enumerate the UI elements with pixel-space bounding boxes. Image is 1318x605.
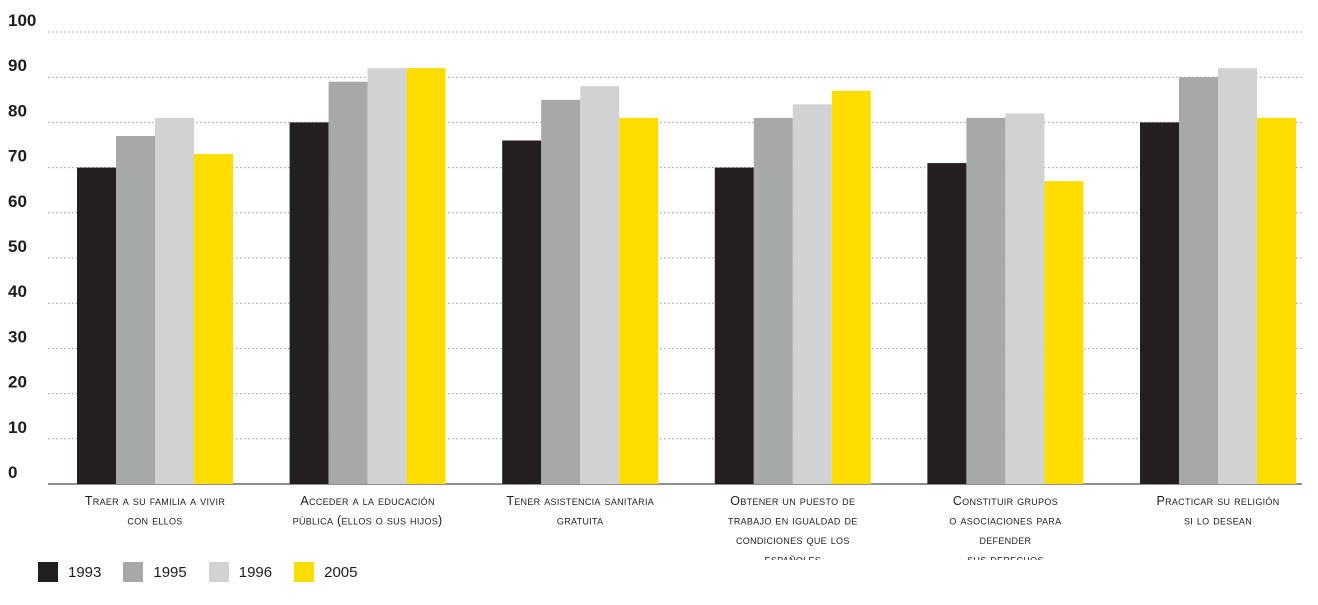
bar-1996-cat6 xyxy=(1218,68,1257,484)
y-tick-label: 20 xyxy=(8,373,27,392)
y-tick-label: 40 xyxy=(8,282,27,301)
bar-2005-cat5 xyxy=(1044,181,1084,484)
bar-1993-cat3 xyxy=(502,140,542,485)
bar-1993-cat5 xyxy=(927,163,967,484)
legend-label: 1993 xyxy=(68,563,102,581)
legend-label: 2005 xyxy=(324,563,358,581)
bar-1993-cat4 xyxy=(714,167,754,484)
y-tick-label: 100 xyxy=(8,11,36,30)
category-label-line: con ellos xyxy=(127,514,182,528)
bar-1993-cat1 xyxy=(77,167,116,484)
bar-1996-cat2 xyxy=(367,68,407,484)
category-label-line: Tener asistencia sanitaria xyxy=(506,494,654,508)
legend-item: 1993 xyxy=(38,562,101,582)
y-tick-label: 10 xyxy=(8,418,27,437)
category-label-line: defender xyxy=(979,533,1031,547)
category-label-line: gratuita xyxy=(557,514,604,528)
bar-1996-cat5 xyxy=(1005,113,1045,485)
bar-1993-cat6 xyxy=(1140,122,1179,485)
legend-swatch xyxy=(38,562,58,582)
category-label-line: o asociaciones para xyxy=(949,514,1061,528)
legend-item: 1996 xyxy=(208,562,273,582)
legend-item: 2005 xyxy=(294,562,358,582)
bar-2005-cat3 xyxy=(619,117,659,484)
bar-1995-cat3 xyxy=(541,99,581,485)
y-tick-label: 50 xyxy=(8,237,27,256)
y-tick-label: 60 xyxy=(8,192,27,211)
bar-1995-cat5 xyxy=(966,117,1006,484)
y-tick-label: 80 xyxy=(8,101,27,120)
category-label-line: españoles xyxy=(765,553,822,561)
bar-1995-cat4 xyxy=(753,117,793,484)
chart-legend: 1993 1995 1996 2005 xyxy=(38,560,380,584)
y-tick-label: 30 xyxy=(8,327,27,346)
bar-2005-cat2 xyxy=(406,68,446,484)
category-label-line: sus derechos xyxy=(967,553,1044,561)
category-label-line: Practicar su religión xyxy=(1156,494,1279,508)
bar-1996-cat4 xyxy=(792,104,832,484)
legend-label: 1995 xyxy=(153,563,187,581)
legend-swatch xyxy=(123,562,144,582)
category-label: Tener asistencia sanitaria gratuita xyxy=(506,494,654,528)
category-label-line: Obtener un puesto de xyxy=(730,494,855,508)
y-tick-label: 90 xyxy=(8,56,27,75)
bar-2005-cat6 xyxy=(1257,117,1296,484)
bar-1996-cat1 xyxy=(155,117,194,484)
category-label-line: Constituir grupos xyxy=(953,494,1058,508)
legend-swatch xyxy=(294,562,315,582)
bar-1995-cat2 xyxy=(328,81,368,484)
legend-swatch xyxy=(208,562,229,582)
category-label: Practicar su religión si lo desean xyxy=(1156,494,1279,528)
category-label-line: Traer a su familia a vivir xyxy=(85,494,226,508)
y-tick-label: 70 xyxy=(8,147,27,166)
category-label: Constituir grupos o asociaciones para defe… xyxy=(949,494,1061,560)
bar-1996-cat3 xyxy=(580,86,620,485)
y-tick-label: 0 xyxy=(8,463,17,482)
category-label: Obtener un puesto de trabajo en igualdad … xyxy=(728,494,858,560)
bar-2005-cat4 xyxy=(831,90,871,484)
category-label: Traer a su familia a vivir con ellos xyxy=(85,494,226,528)
bar-1995-cat1 xyxy=(116,135,155,484)
bar-2005-cat1 xyxy=(194,154,233,485)
category-label-line: condiciones que los xyxy=(736,533,850,547)
legend-item: 1995 xyxy=(123,562,187,582)
category-label-line: si lo desean xyxy=(1184,514,1252,528)
bar-1995-cat6 xyxy=(1179,77,1218,484)
category-label-line: Acceder a la educación xyxy=(300,494,434,508)
category-label-line: trabajo en igualdad de xyxy=(728,514,858,528)
category-label: Acceder a la educación pública (ellos o s… xyxy=(293,494,443,528)
legend-label: 1996 xyxy=(238,563,273,581)
category-label-line: pública (ellos o sus hijos) xyxy=(293,514,443,528)
bar-1993-cat2 xyxy=(289,122,329,485)
bar-chart: 0 10 20 30 40 50 60 70 80 90 100 Traer a su familia… xyxy=(8,11,1302,560)
